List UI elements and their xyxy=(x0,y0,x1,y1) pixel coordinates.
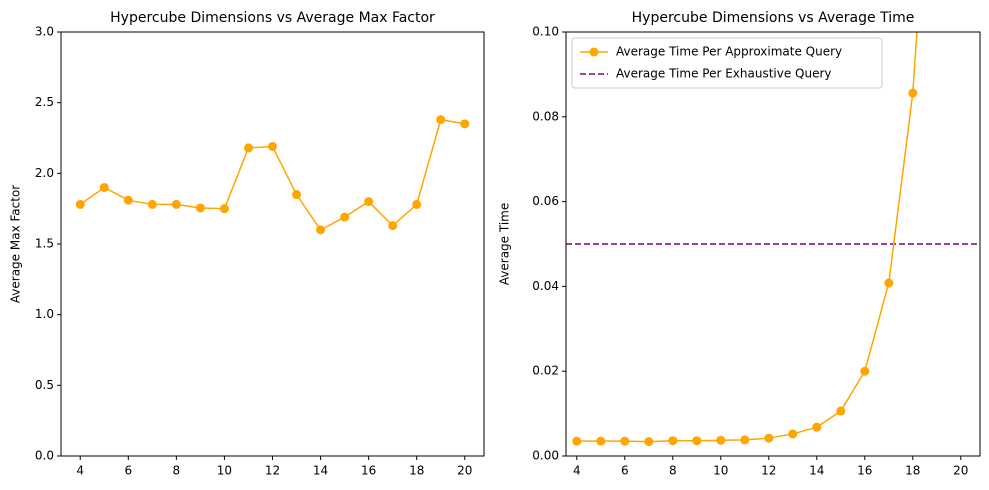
x-tick-label: 14 xyxy=(313,464,328,478)
point xyxy=(572,436,582,446)
point xyxy=(123,195,133,205)
y-tick-label: 2.0 xyxy=(35,166,54,180)
x-tick-label: 6 xyxy=(621,464,629,478)
point xyxy=(219,204,229,214)
x-tick-label: 8 xyxy=(173,464,181,478)
point xyxy=(147,199,157,209)
series-line xyxy=(79,118,465,231)
point xyxy=(388,221,398,231)
y-tick-label: 0.04 xyxy=(532,279,559,293)
point xyxy=(908,88,918,98)
point xyxy=(316,225,326,235)
x-tick-label: 18 xyxy=(409,464,424,478)
y-tick-label: 3.0 xyxy=(35,25,54,39)
x-tick-label: 16 xyxy=(361,464,376,478)
y-axis-label: Average Time xyxy=(498,203,512,285)
point xyxy=(644,437,654,447)
point xyxy=(412,199,422,209)
x-tick-label: 6 xyxy=(124,464,132,478)
point xyxy=(243,143,253,153)
point xyxy=(340,212,350,222)
point xyxy=(292,190,302,200)
y-tick-label: 1.0 xyxy=(35,307,54,321)
point xyxy=(668,436,678,446)
x-tick-label: 12 xyxy=(761,464,776,478)
legend-label: Average Time Per Approximate Query xyxy=(616,45,842,59)
point xyxy=(99,182,109,192)
point xyxy=(620,436,630,446)
point xyxy=(788,429,798,439)
x-tick-label: 4 xyxy=(573,464,581,478)
point xyxy=(171,199,181,209)
point xyxy=(268,141,277,151)
legend-label: Average Time Per Exhaustive Query xyxy=(616,67,832,81)
point xyxy=(812,422,822,432)
legend-box xyxy=(571,37,883,89)
x-tick-label: 20 xyxy=(457,464,472,478)
x-tick-label: 4 xyxy=(76,464,84,478)
point xyxy=(716,435,726,445)
axes-frame xyxy=(565,31,981,457)
point xyxy=(884,278,894,288)
point xyxy=(596,436,606,446)
point xyxy=(692,436,702,446)
legend-marker xyxy=(589,47,599,57)
x-tick-label: 20 xyxy=(953,464,968,478)
point xyxy=(195,203,205,213)
y-tick-label: 2.5 xyxy=(35,95,54,109)
y-tick-label: 0.02 xyxy=(532,364,559,378)
axes-frame xyxy=(60,31,485,457)
chart-title: Hypercube Dimensions vs Average Max Fact… xyxy=(110,10,435,26)
plot-area xyxy=(75,115,470,235)
x-tick-label: 18 xyxy=(905,464,920,478)
point xyxy=(740,435,750,445)
y-axis-label: Average Max Factor xyxy=(9,185,23,304)
chart-title: Hypercube Dimensions vs Average Time xyxy=(632,10,915,26)
point xyxy=(436,115,446,125)
point xyxy=(764,433,774,443)
point xyxy=(364,197,374,207)
y-tick-label: 0.10 xyxy=(532,25,559,39)
y-tick-label: 0.0 xyxy=(35,449,54,463)
point xyxy=(860,366,870,376)
x-tick-label: 16 xyxy=(857,464,872,478)
x-tick-label: 8 xyxy=(669,464,677,478)
point xyxy=(460,119,470,129)
y-tick-label: 0.06 xyxy=(532,194,559,208)
point xyxy=(75,199,85,209)
y-tick-label: 0.00 xyxy=(532,449,559,463)
plot-area xyxy=(566,32,980,447)
y-tick-label: 0.08 xyxy=(532,109,559,123)
y-tick-label: 1.5 xyxy=(35,237,54,251)
x-tick-label: 12 xyxy=(265,464,280,478)
x-tick-label: 10 xyxy=(217,464,232,478)
legend: Average Time Per Approximate Query Averag… xyxy=(571,37,883,89)
y-tick-label: 0.5 xyxy=(35,378,54,392)
point xyxy=(836,406,846,416)
x-tick-label: 14 xyxy=(809,464,824,478)
x-tick-label: 10 xyxy=(713,464,728,478)
